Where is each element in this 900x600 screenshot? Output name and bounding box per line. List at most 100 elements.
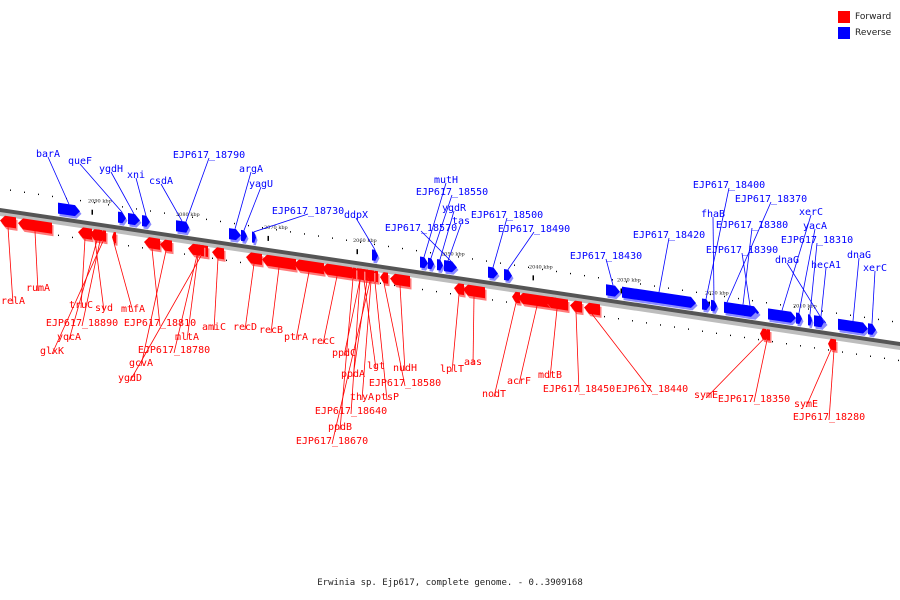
lplT-leader bbox=[451, 294, 460, 373]
xerC-gene[interactable] bbox=[868, 323, 876, 335]
queF-gene[interactable] bbox=[118, 211, 126, 224]
minor-tick bbox=[702, 330, 703, 332]
gcvA-gene[interactable] bbox=[160, 239, 172, 252]
ygdH-gene[interactable] bbox=[128, 213, 140, 226]
EJP617_18890-gene[interactable] bbox=[98, 229, 102, 242]
EJP617_18450-gene[interactable] bbox=[570, 300, 582, 313]
mtfA-label: mtfA bbox=[121, 304, 145, 315]
label-leader-lines bbox=[7, 156, 876, 445]
EJP617_18730-gene[interactable] bbox=[252, 231, 256, 243]
amiC-gene[interactable] bbox=[212, 247, 224, 260]
EJP617_18580-gene[interactable] bbox=[380, 272, 388, 284]
EJP617_18500-gene[interactable] bbox=[488, 266, 498, 279]
ppdA-label: ppdA bbox=[341, 369, 365, 380]
truC-gene[interactable] bbox=[78, 227, 92, 240]
minor-tick bbox=[226, 259, 227, 262]
dnaG-leader bbox=[786, 262, 821, 317]
mutH-leader bbox=[423, 182, 447, 258]
minor-tick bbox=[814, 347, 815, 349]
mltA-leader bbox=[186, 255, 199, 341]
EJP617_18390-gene[interactable] bbox=[744, 304, 756, 317]
acrF-label: acrF bbox=[507, 376, 531, 387]
rumA-gene[interactable] bbox=[18, 218, 52, 234]
EJP617_18430-gene[interactable] bbox=[606, 284, 620, 297]
EJP617_18730-leader bbox=[253, 213, 309, 233]
yqcA-label: yqcA bbox=[57, 332, 81, 343]
yagU-leader bbox=[243, 186, 262, 231]
EJP617_18350-gene[interactable] bbox=[764, 329, 770, 341]
ygdR-label: ygdR bbox=[442, 203, 467, 214]
ygdR-gene[interactable] bbox=[437, 259, 443, 271]
EJP617_18440-gene[interactable] bbox=[584, 302, 600, 316]
ygdD-gene[interactable] bbox=[198, 244, 204, 257]
recC-gene[interactable] bbox=[322, 263, 352, 279]
minor-tick bbox=[808, 308, 809, 310]
legend-reverse: Reverse bbox=[838, 25, 891, 41]
minor-tick bbox=[696, 291, 697, 294]
yqcA-gene[interactable] bbox=[94, 229, 100, 241]
xni-gene[interactable] bbox=[142, 215, 150, 227]
recD-gene[interactable] bbox=[246, 252, 262, 266]
EJP617_18790-gene[interactable] bbox=[183, 221, 189, 233]
EJP617_18280-label: EJP617_18280 bbox=[793, 412, 865, 423]
EJP617_18400-leader bbox=[705, 187, 730, 300]
aas-gene[interactable] bbox=[463, 284, 485, 299]
nudH-gene[interactable] bbox=[390, 273, 410, 288]
EJP617_18570-gene[interactable] bbox=[445, 260, 457, 273]
minor-tick bbox=[604, 315, 605, 318]
EJP617_18670-gene[interactable] bbox=[366, 270, 374, 282]
xerC-label: xerC bbox=[863, 263, 887, 274]
lplT-gene[interactable] bbox=[454, 283, 464, 296]
EJP617_18780-gene[interactable] bbox=[194, 244, 200, 256]
mtfA-leader bbox=[113, 242, 134, 313]
dnaG-gene[interactable] bbox=[838, 318, 868, 334]
EJP617_18440-label: EJP617_18440 bbox=[616, 384, 688, 395]
mtfA-gene[interactable] bbox=[112, 231, 116, 244]
hecA1-gene[interactable] bbox=[818, 315, 824, 328]
relA-gene[interactable] bbox=[0, 215, 16, 229]
minor-tick bbox=[192, 216, 193, 218]
minor-tick bbox=[234, 222, 235, 225]
symE-gene[interactable] bbox=[760, 328, 766, 341]
EJP617_18810-gene[interactable] bbox=[144, 237, 160, 250]
EJP617_18390-leader bbox=[741, 252, 751, 306]
EJP617_18400-gene[interactable] bbox=[702, 298, 710, 311]
barA-gene[interactable] bbox=[58, 202, 80, 217]
queF-label: queF bbox=[68, 156, 92, 167]
glxK-gene[interactable] bbox=[100, 230, 106, 242]
yacA-gene[interactable] bbox=[796, 312, 802, 325]
dnaG-label: dnaG bbox=[847, 250, 871, 261]
EJP617_18490-gene[interactable] bbox=[504, 269, 512, 281]
ppdA-leader bbox=[352, 280, 368, 378]
minor-tick bbox=[422, 288, 423, 291]
acrF-gene[interactable] bbox=[518, 292, 556, 309]
EJP617_18420-gene[interactable] bbox=[622, 286, 696, 308]
ptrA-label: ptrA bbox=[284, 332, 308, 343]
EJP617_18310-gene[interactable] bbox=[808, 314, 812, 326]
fhaB-gene[interactable] bbox=[711, 299, 717, 312]
minor-tick bbox=[240, 261, 241, 264]
legend: Forward Reverse bbox=[838, 9, 891, 41]
mutH-gene[interactable] bbox=[420, 256, 428, 269]
ptrA-gene[interactable] bbox=[294, 259, 324, 275]
minor-tick bbox=[346, 239, 347, 241]
EJP617_18350-leader bbox=[753, 340, 768, 403]
minor-tick bbox=[360, 241, 361, 243]
nodT-gene[interactable] bbox=[512, 291, 520, 304]
truC-leader bbox=[80, 238, 86, 309]
ddpX-gene[interactable] bbox=[372, 249, 378, 261]
xerC-gene[interactable] bbox=[768, 308, 796, 323]
EJP617_18550-gene[interactable] bbox=[428, 257, 434, 270]
EJP617_18640-gene[interactable] bbox=[356, 268, 364, 281]
yagU-gene[interactable] bbox=[241, 229, 247, 242]
mdtB-gene[interactable] bbox=[546, 297, 568, 311]
EJP617_18280-gene[interactable] bbox=[832, 339, 836, 351]
minor-tick bbox=[716, 332, 717, 335]
argA-gene[interactable] bbox=[229, 228, 241, 241]
minor-tick bbox=[492, 299, 493, 301]
minor-tick bbox=[394, 284, 395, 287]
recB-gene[interactable] bbox=[262, 254, 296, 271]
ppdB-gene[interactable] bbox=[350, 267, 356, 280]
symE-gene[interactable] bbox=[828, 338, 834, 351]
relA-label: relA bbox=[1, 296, 25, 307]
